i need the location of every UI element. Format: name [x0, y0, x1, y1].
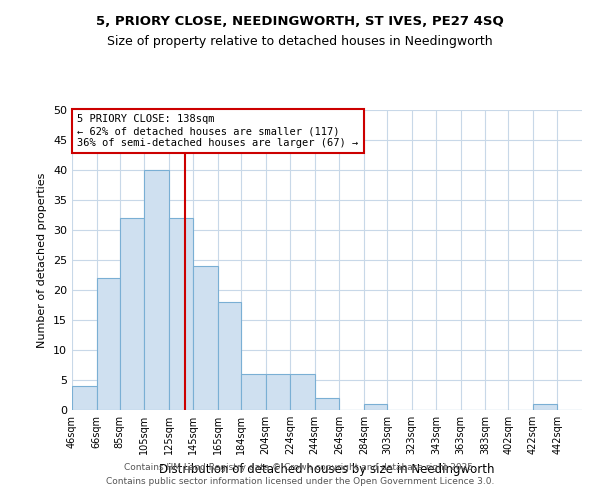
Text: 5 PRIORY CLOSE: 138sqm
← 62% of detached houses are smaller (117)
36% of semi-de: 5 PRIORY CLOSE: 138sqm ← 62% of detached…	[77, 114, 358, 148]
Bar	[145, 170, 169, 410]
Bar	[364, 404, 387, 410]
Bar	[72, 386, 97, 410]
Bar	[193, 266, 218, 410]
Bar	[241, 374, 266, 410]
X-axis label: Distribution of detached houses by size in Needingworth: Distribution of detached houses by size …	[159, 462, 495, 475]
Bar	[290, 374, 315, 410]
Y-axis label: Number of detached properties: Number of detached properties	[37, 172, 47, 348]
Bar	[97, 278, 120, 410]
Text: Contains HM Land Registry data © Crown copyright and database right 2025.: Contains HM Land Registry data © Crown c…	[124, 464, 476, 472]
Bar	[315, 398, 339, 410]
Bar	[120, 218, 145, 410]
Bar	[218, 302, 241, 410]
Text: Size of property relative to detached houses in Needingworth: Size of property relative to detached ho…	[107, 35, 493, 48]
Bar	[266, 374, 290, 410]
Text: 5, PRIORY CLOSE, NEEDINGWORTH, ST IVES, PE27 4SQ: 5, PRIORY CLOSE, NEEDINGWORTH, ST IVES, …	[96, 15, 504, 28]
Bar	[533, 404, 557, 410]
Text: Contains public sector information licensed under the Open Government Licence 3.: Contains public sector information licen…	[106, 477, 494, 486]
Bar	[169, 218, 193, 410]
